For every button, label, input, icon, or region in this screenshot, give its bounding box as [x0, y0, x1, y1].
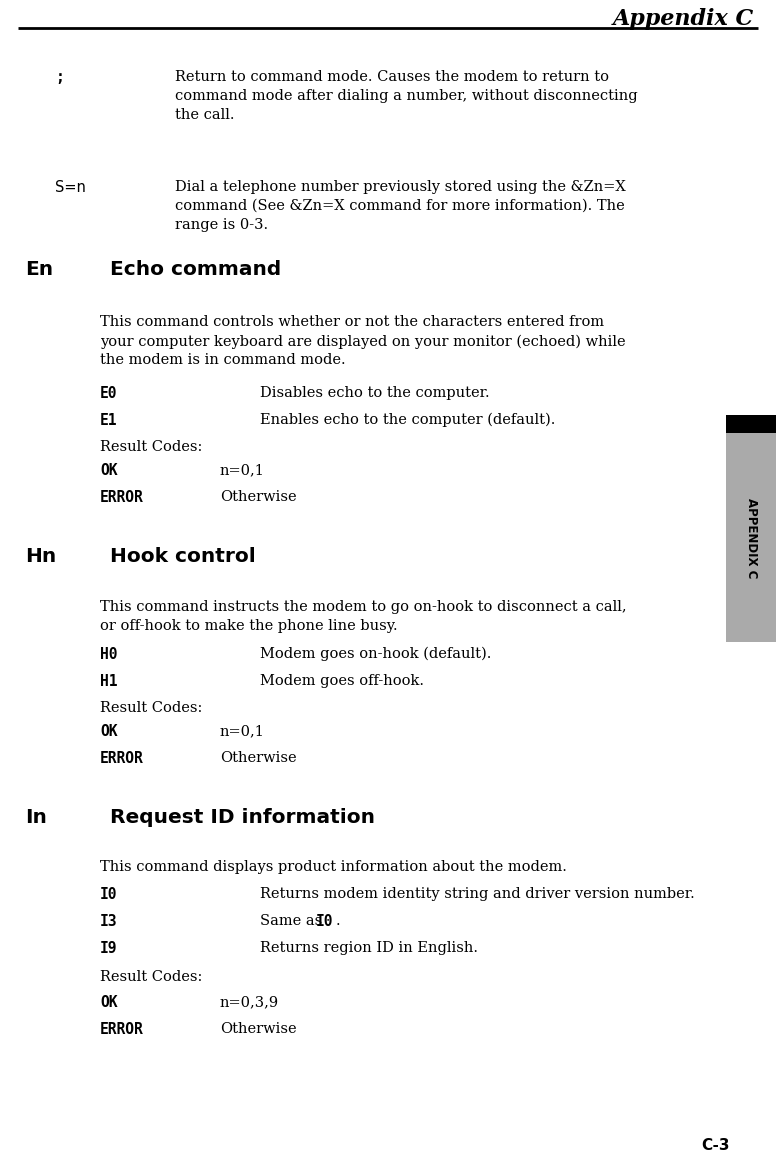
Text: Disables echo to the computer.: Disables echo to the computer. — [260, 386, 490, 400]
Text: H0: H0 — [100, 647, 117, 662]
Text: ;: ; — [55, 70, 64, 85]
Bar — [726, 415, 776, 642]
Text: Echo command: Echo command — [110, 261, 281, 279]
Text: Same as: Same as — [260, 914, 327, 928]
Text: Returns modem identity string and driver version number.: Returns modem identity string and driver… — [260, 887, 695, 901]
Text: H1: H1 — [100, 675, 117, 688]
Text: I0: I0 — [100, 887, 117, 902]
Text: Otherwise: Otherwise — [220, 490, 296, 504]
Text: Hn: Hn — [25, 547, 56, 566]
Text: En: En — [25, 261, 53, 279]
Text: n=0,1: n=0,1 — [220, 725, 265, 739]
Text: This command displays product information about the modem.: This command displays product informatio… — [100, 859, 567, 875]
Text: APPENDIX C: APPENDIX C — [744, 498, 757, 579]
Text: S=n: S=n — [55, 180, 86, 195]
Text: Appendix C: Appendix C — [613, 8, 754, 30]
Text: Otherwise: Otherwise — [220, 1022, 296, 1036]
Text: OK: OK — [100, 996, 117, 1009]
Text: n=0,1: n=0,1 — [220, 463, 265, 477]
Text: OK: OK — [100, 725, 117, 739]
Text: Dial a telephone number previously stored using the &Zn=X
command (See &Zn=X com: Dial a telephone number previously store… — [175, 180, 625, 231]
Text: OK: OK — [100, 463, 117, 478]
Text: Hook control: Hook control — [110, 547, 256, 566]
Text: C-3: C-3 — [702, 1139, 730, 1153]
Bar — [726, 415, 776, 433]
Text: In: In — [25, 808, 47, 827]
Text: Result Codes:: Result Codes: — [100, 701, 203, 715]
Text: I9: I9 — [100, 941, 117, 956]
Text: n=0,3,9: n=0,3,9 — [220, 996, 279, 1009]
Text: Returns region ID in English.: Returns region ID in English. — [260, 941, 478, 955]
Text: Result Codes:: Result Codes: — [100, 970, 203, 984]
Text: ERROR: ERROR — [100, 1022, 144, 1037]
Text: Otherwise: Otherwise — [220, 751, 296, 765]
Text: This command controls whether or not the characters entered from
your computer k: This command controls whether or not the… — [100, 315, 625, 368]
Text: Modem goes off-hook.: Modem goes off-hook. — [260, 675, 424, 688]
Text: E1: E1 — [100, 413, 117, 428]
Text: I0: I0 — [316, 914, 334, 929]
Text: Return to command mode. Causes the modem to return to
command mode after dialing: Return to command mode. Causes the modem… — [175, 70, 638, 122]
Text: ERROR: ERROR — [100, 751, 144, 766]
Text: This command instructs the modem to go on-hook to disconnect a call,
or off-hook: This command instructs the modem to go o… — [100, 600, 627, 633]
Text: Result Codes:: Result Codes: — [100, 440, 203, 454]
Text: .: . — [336, 914, 341, 928]
Text: E0: E0 — [100, 386, 117, 401]
Text: Request ID information: Request ID information — [110, 808, 375, 827]
Text: ERROR: ERROR — [100, 490, 144, 505]
Text: Enables echo to the computer (default).: Enables echo to the computer (default). — [260, 413, 556, 427]
Text: Modem goes on-hook (default).: Modem goes on-hook (default). — [260, 647, 491, 662]
Text: I3: I3 — [100, 914, 117, 929]
